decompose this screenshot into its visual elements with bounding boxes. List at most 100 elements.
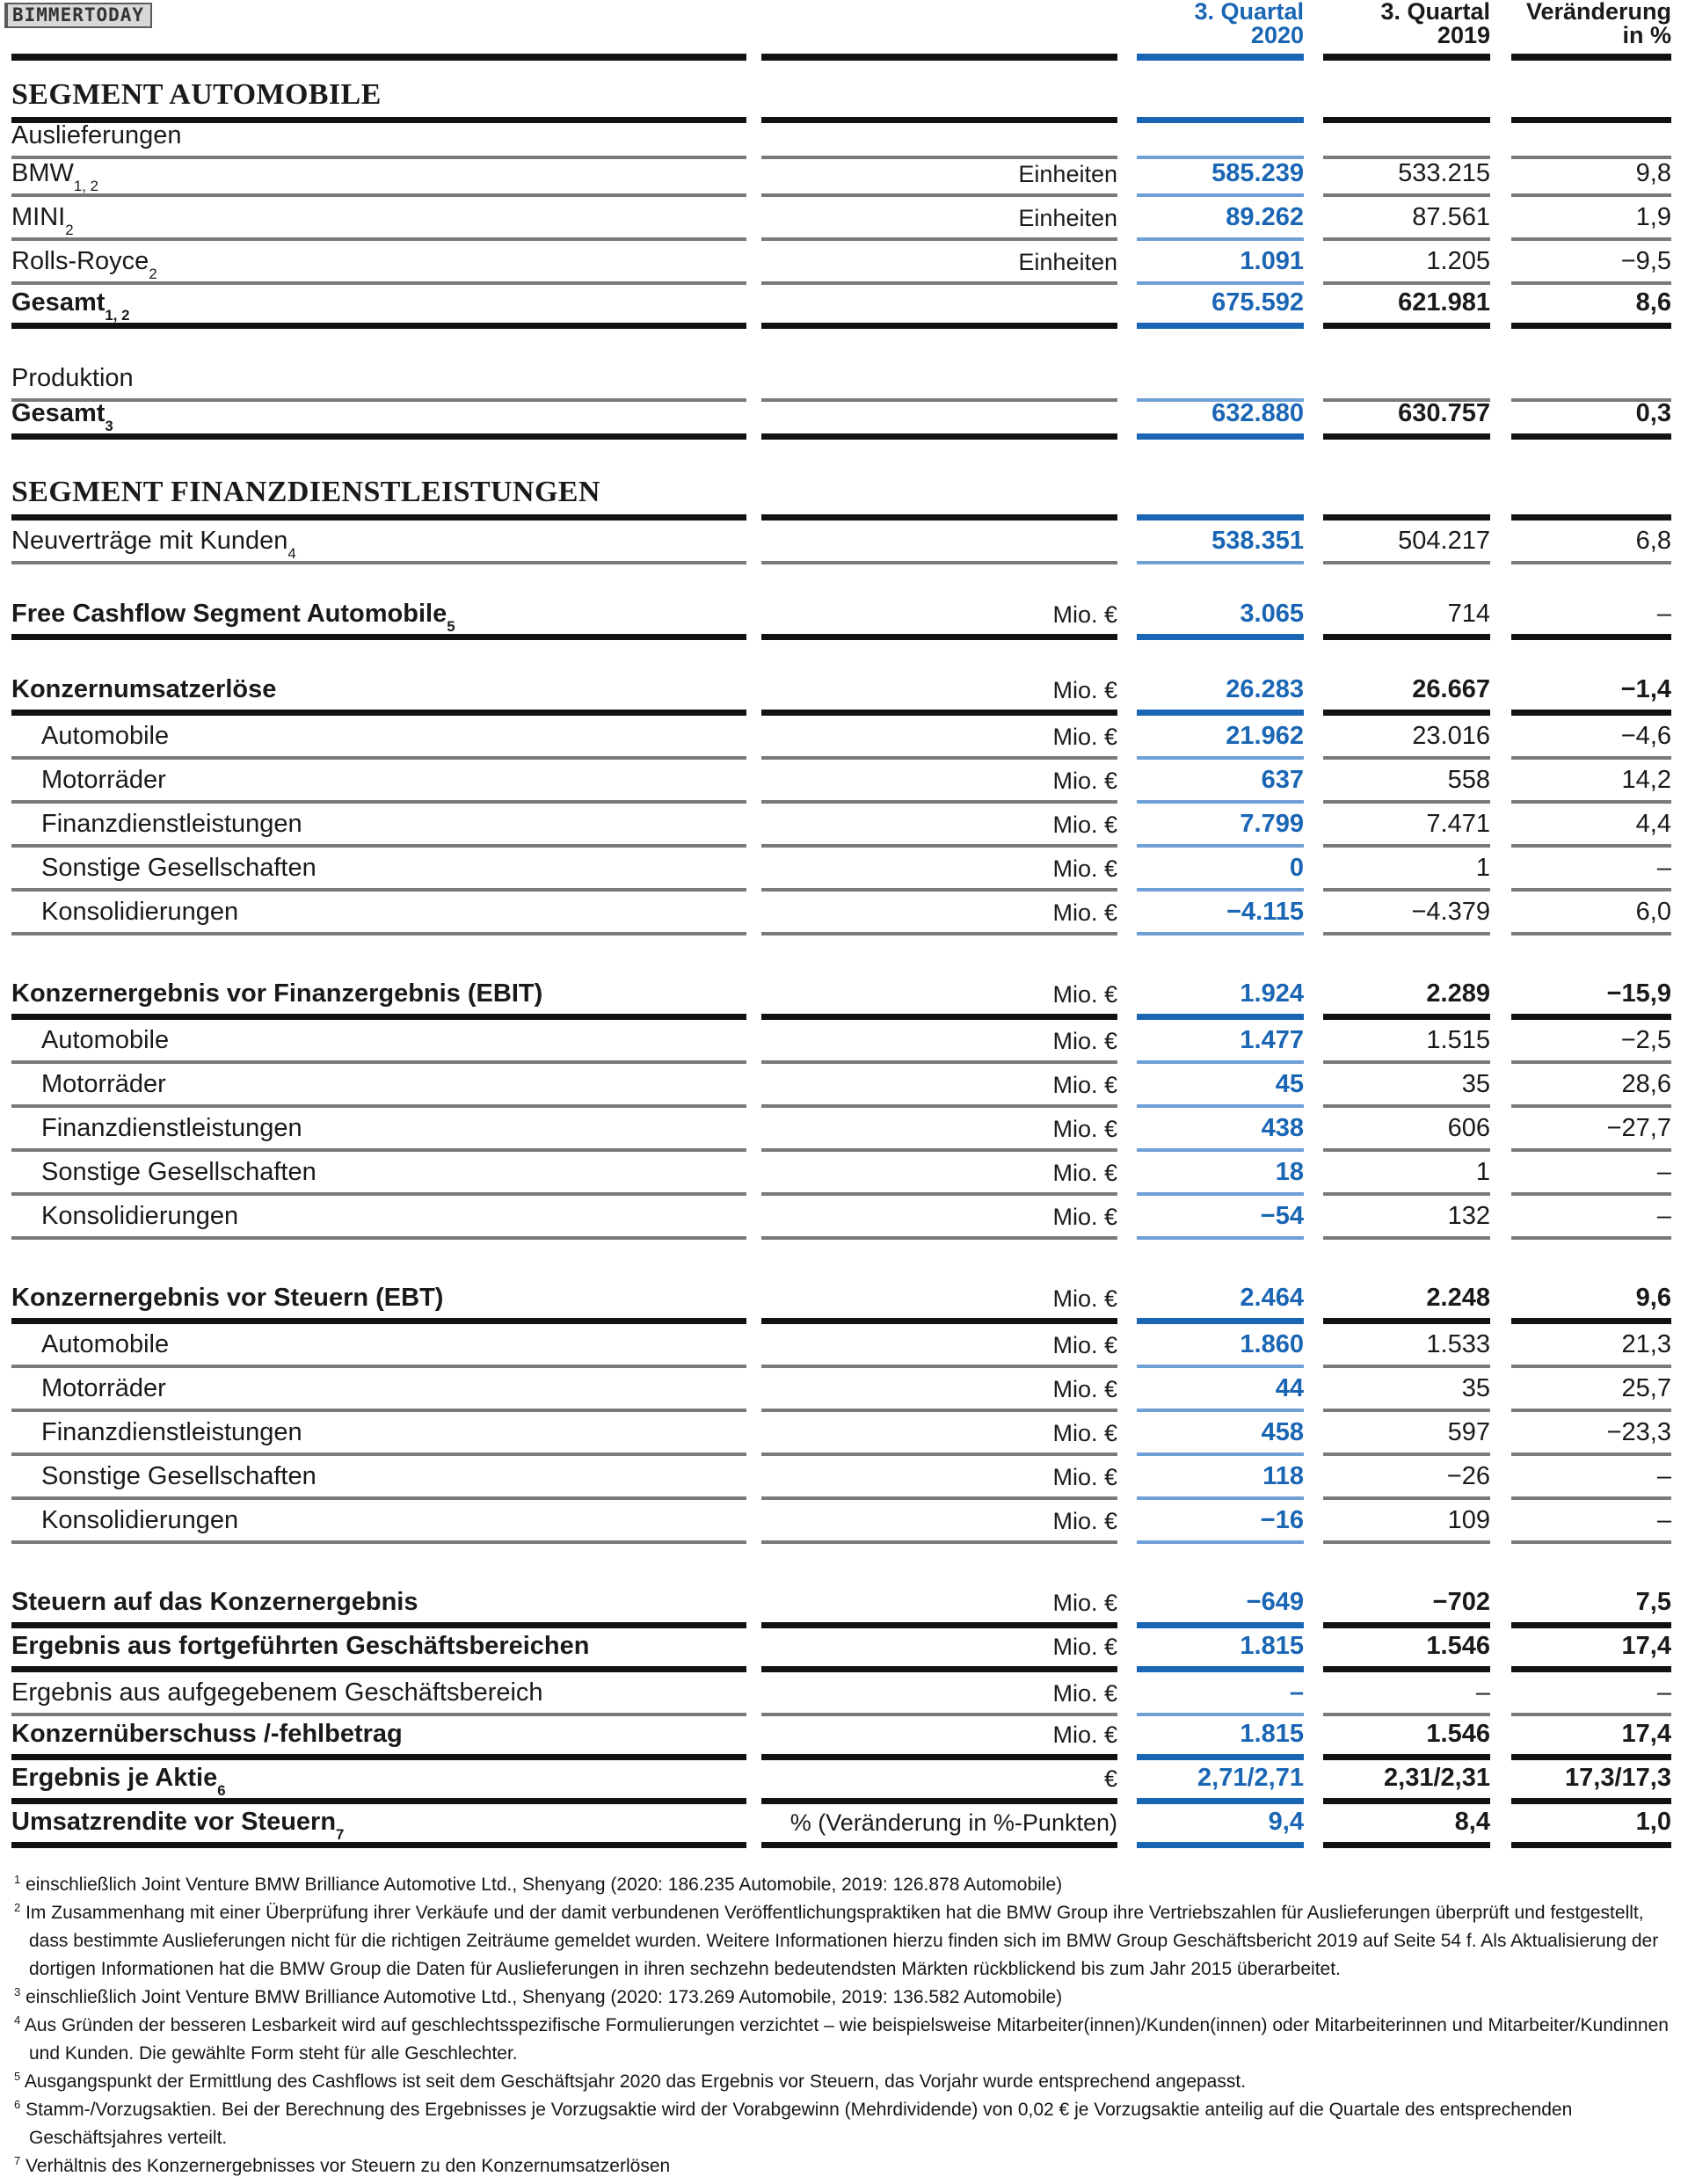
value-q3-2020: 0 [1137,848,1304,892]
value-change: – [1511,1456,1671,1500]
group-label: Auslieferungen [11,123,746,159]
unit-cell: Mio. € [761,760,1117,804]
table-row: Gesamt 3 632.880 630.757 0,3 [11,396,1671,440]
value-q3-2020: 458 [1137,1412,1304,1456]
group-label-row: Produktion [11,366,1671,402]
value-change: 7,5 [1511,1584,1671,1628]
row-spacer [11,329,1671,366]
table-row: Automobile Mio. € 21.962 23.016 −4,6 [11,716,1671,760]
row-spacer [11,564,1671,596]
value-change: 4,4 [1511,804,1671,848]
row-spacer [11,640,1671,672]
value-change: 1,9 [1511,197,1671,241]
value-change: 17,4 [1511,1716,1671,1760]
table-row: Ergebnis je Aktie 6 €2,71/2,71 2,31/2,31 17,… [11,1760,1671,1804]
row-spacer [11,1544,1671,1584]
value-q3-2019: 621.981 [1323,285,1490,329]
unit-cell: Mio. € [761,1324,1117,1368]
value-change: 21,3 [1511,1324,1671,1368]
value-q3-2019: 7.471 [1323,804,1490,848]
unit-cell: Mio. € [761,892,1117,935]
value-change: 0,3 [1511,396,1671,440]
unit-cell: Mio. € [761,1456,1117,1500]
table-row: BMW 1, 2 Einheiten 585.239 533.215 9,8 [11,153,1671,197]
row-label: Konsolidierungen [11,1196,746,1240]
value-q3-2020: 118 [1137,1456,1304,1500]
value-q3-2019: 132 [1323,1196,1490,1240]
row-label: Ergebnis je Aktie 6 [11,1760,746,1804]
row-label: Finanzdienstleistungen [11,804,746,848]
row-label: Sonstige Gesellschaften [11,1456,746,1500]
value-change: 9,6 [1511,1280,1671,1324]
unit-cell: Mio. € [761,1628,1117,1672]
row-label: Gesamt 1, 2 [11,285,746,329]
value-q3-2020: 1.815 [1137,1716,1304,1760]
table-row: Steuern auf das Konzernergebnis Mio. € −64… [11,1584,1671,1628]
value-q3-2020: −54 [1137,1196,1304,1240]
value-change: – [1511,596,1671,640]
group-label-row: Auslieferungen [11,123,1671,159]
value-q3-2019: 2.248 [1323,1280,1490,1324]
table-row: MINI 2 Einheiten 89.262 87.561 1,9 [11,197,1671,241]
table-row: Finanzdienstleistungen Mio. € 438 606 −27,7 [11,1108,1671,1152]
value-q3-2019: 87.561 [1323,197,1490,241]
unit-cell: Einheiten [761,197,1117,241]
unit-cell: Mio. € [761,1584,1117,1628]
value-q3-2020: −4.115 [1137,892,1304,935]
financial-table: 3. Quartal 2020 3. Quartal 2019 Veränderun… [11,0,1671,1848]
row-label: Neuverträge mit Kunden 4 [11,521,746,564]
section-heading-row: SEGMENT FINANZDIENSTLEISTUNGEN [11,477,1671,521]
unit-cell: Einheiten [761,153,1117,197]
value-q3-2019: 533.215 [1323,153,1490,197]
table-row: Finanzdienstleistungen Mio. € 7.799 7.471 4,… [11,804,1671,848]
table-row: Free Cashflow Segment Automobile 5 Mio. € 3… [11,596,1671,640]
value-change: – [1511,1500,1671,1544]
value-q3-2019: 1.533 [1323,1324,1490,1368]
value-q3-2020: 1.091 [1137,241,1304,285]
section-heading-row: SEGMENT AUTOMOBILE [11,79,1671,123]
unit-cell: Mio. € [761,1064,1117,1108]
value-q3-2020: 538.351 [1137,521,1304,564]
footnote: 7 Verhältnis des Konzernergebnisses vor … [14,2154,671,2176]
unit-cell [761,285,1117,329]
unit-cell: Mio. € [761,596,1117,640]
value-q3-2020: 45 [1137,1064,1304,1108]
value-q3-2019: 109 [1323,1500,1490,1544]
value-q3-2019: 1.546 [1323,1628,1490,1672]
table-row: Sonstige Gesellschaften Mio. € 118 −26– [11,1456,1671,1500]
value-q3-2020: 1.815 [1137,1628,1304,1672]
value-q3-2020: 1.477 [1137,1020,1304,1064]
footnote: 1 einschließlich Joint Venture BMW Brill… [14,1873,1063,1895]
value-q3-2019: 26.667 [1323,672,1490,716]
row-label: Steuern auf das Konzernergebnis [11,1584,746,1628]
footnote-marker: 3 [14,1985,21,1998]
value-q3-2020: 18 [1137,1152,1304,1196]
row-label: Rolls-Royce 2 [11,241,746,285]
footnote-marker: 6 [14,2098,21,2111]
unit-cell: Einheiten [761,241,1117,285]
unit-cell: Mio. € [761,1672,1117,1716]
row-label: Konzernergebnis vor Finanzergebnis (EBIT… [11,976,746,1020]
value-change: 28,6 [1511,1064,1671,1108]
value-q3-2020: 3.065 [1137,596,1304,640]
value-change: 25,7 [1511,1368,1671,1412]
value-q3-2020: 637 [1137,760,1304,804]
value-q3-2019: 1.205 [1323,241,1490,285]
value-q3-2020: – [1137,1672,1304,1716]
row-spacer [11,935,1671,976]
value-q3-2019: 597 [1323,1412,1490,1456]
unit-cell: Mio. € [761,1020,1117,1064]
value-change: 1,0 [1511,1804,1671,1848]
row-label: Sonstige Gesellschaften [11,1152,746,1196]
table-row: Finanzdienstleistungen Mio. € 458 597 −23,3 [11,1412,1671,1456]
section-title: SEGMENT FINANZDIENSTLEISTUNGEN [11,477,746,521]
unit-cell [761,521,1117,564]
row-label: Automobile [11,1324,746,1368]
value-q3-2019: – [1323,1672,1490,1716]
table-row: Konzernüberschuss /-fehlbetrag Mio. € 1.81… [11,1716,1671,1760]
unit-cell: Mio. € [761,1368,1117,1412]
value-q3-2019: 558 [1323,760,1490,804]
value-q3-2020: 675.592 [1137,285,1304,329]
footnote-marker: 4 [14,2013,21,2027]
